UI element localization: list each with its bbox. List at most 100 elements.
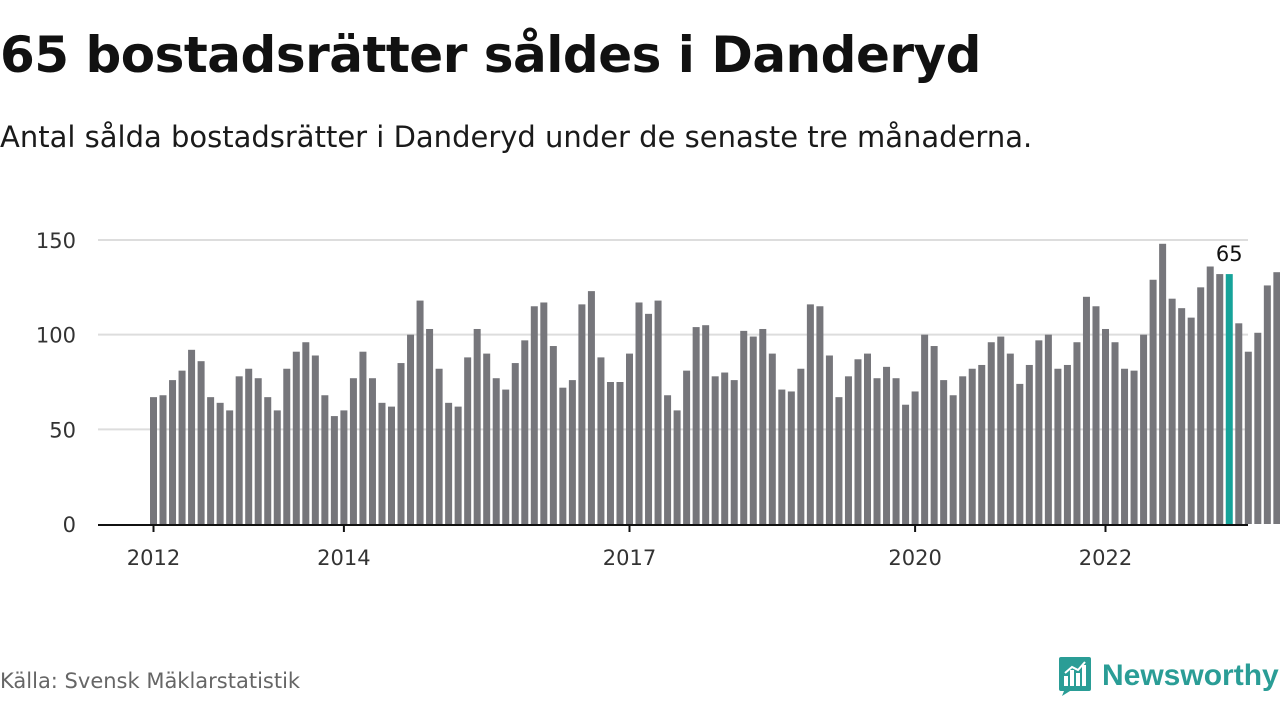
bar (568, 380, 576, 524)
bar (911, 391, 919, 524)
bar (835, 397, 843, 524)
bar (1044, 334, 1052, 524)
axes (98, 524, 1248, 532)
y-tick-label: 150 (36, 229, 76, 253)
bar (778, 389, 786, 524)
bar (864, 353, 871, 524)
bar (635, 302, 643, 524)
bar (235, 376, 243, 524)
bar (892, 378, 900, 524)
bar (1130, 370, 1138, 524)
chart-subtitle: Antal sålda bostadsrätter i Danderyd und… (0, 120, 1033, 154)
bar (502, 389, 510, 524)
bar (264, 397, 272, 524)
bar (1263, 285, 1271, 524)
bar (1168, 298, 1176, 524)
bar (1254, 332, 1262, 524)
bar (311, 355, 319, 524)
bar (1206, 266, 1214, 524)
bar (1025, 364, 1033, 524)
bar (197, 361, 205, 524)
bar (530, 306, 538, 524)
bar (740, 330, 748, 524)
bar (473, 328, 481, 524)
bar (226, 410, 234, 524)
x-tick-label: 2020 (888, 546, 941, 570)
x-tick-label: 2022 (1079, 546, 1132, 570)
bar (435, 368, 443, 524)
bar (321, 395, 329, 524)
bar (1082, 296, 1090, 524)
bar (854, 359, 862, 524)
bar (1178, 308, 1186, 524)
bar (787, 391, 795, 524)
bar (188, 349, 196, 524)
highlight-value-label: 65 (1216, 242, 1243, 266)
bar (159, 395, 167, 524)
bar (692, 327, 700, 524)
bar (721, 372, 729, 524)
x-tick-label: 2017 (603, 546, 656, 570)
bar (825, 355, 833, 524)
bar (664, 395, 672, 524)
bar (683, 370, 691, 524)
bar (1063, 364, 1071, 524)
bar (587, 291, 595, 524)
bar (1216, 274, 1224, 524)
bar (207, 397, 215, 524)
bar (464, 357, 472, 524)
bar (349, 378, 357, 524)
bar (702, 325, 710, 524)
bar (949, 395, 957, 524)
bar (844, 376, 852, 524)
bar (511, 363, 519, 524)
bar (397, 363, 405, 524)
bar (626, 353, 633, 524)
brand-logo: Newsworthy (1058, 654, 1279, 698)
bar-chart: 0 50 100 150 2012 2014 2017 2020 2022 65 (36, 229, 1280, 570)
bar (959, 376, 967, 524)
bar (1054, 368, 1062, 524)
bars (150, 243, 1280, 524)
bar (1092, 306, 1100, 524)
bar (1006, 353, 1014, 524)
bar (730, 380, 738, 524)
bar (1102, 328, 1109, 524)
bar (359, 351, 367, 524)
bar (968, 368, 976, 524)
bar (921, 334, 929, 524)
bar (283, 368, 291, 524)
bar (1035, 340, 1043, 524)
brand-name: Newsworthy (1102, 659, 1279, 692)
bar (654, 300, 662, 524)
bar (540, 302, 548, 524)
bar (673, 410, 681, 524)
bar (606, 382, 614, 524)
bar (597, 357, 605, 524)
bar (245, 368, 253, 524)
bar (521, 340, 529, 524)
bar (749, 336, 757, 524)
chart-title: 65 bostadsrätter såldes i Danderyd (0, 26, 981, 84)
bar (492, 378, 500, 524)
bar (378, 402, 386, 524)
newsworthy-logo-icon (1059, 657, 1091, 696)
bar (1244, 351, 1252, 524)
bar (759, 328, 767, 524)
bar (578, 304, 586, 524)
bar (483, 353, 491, 524)
y-tick-label: 0 (63, 513, 76, 537)
bar (806, 304, 814, 524)
bar (292, 351, 300, 524)
bar (902, 404, 910, 524)
bar (150, 397, 157, 524)
x-tick-label: 2014 (317, 546, 370, 570)
bar (1187, 317, 1195, 524)
bar (368, 378, 376, 524)
bar (169, 380, 177, 524)
bar (416, 300, 424, 524)
bar (426, 328, 434, 524)
bar (616, 382, 624, 524)
labels: 0 50 100 150 2012 2014 2017 2020 2022 65 (36, 229, 1246, 570)
y-tick-label: 50 (49, 418, 76, 442)
